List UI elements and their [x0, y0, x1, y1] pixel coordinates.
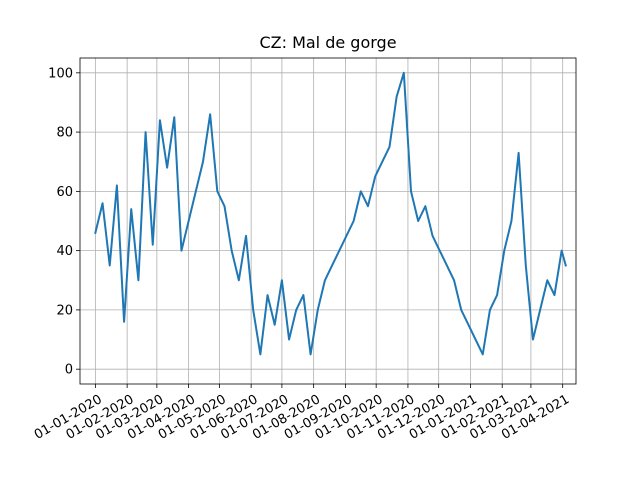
y-tick-label: 0: [65, 363, 73, 378]
y-tick-label: 100: [48, 66, 73, 81]
grid: [80, 58, 576, 384]
y-tick-label: 20: [56, 303, 73, 318]
y-tick-label: 60: [56, 185, 73, 200]
series-line: [94, 71, 567, 356]
y-tick-label: 80: [56, 126, 73, 141]
plot-frame: [79, 57, 577, 385]
series-layer: [94, 71, 567, 356]
y-tick-label: 40: [56, 244, 73, 259]
chart-title: CZ: Mal de gorge: [259, 33, 396, 52]
axis-ticks: 01-01-202001-02-202001-03-202001-04-2020…: [32, 66, 572, 443]
